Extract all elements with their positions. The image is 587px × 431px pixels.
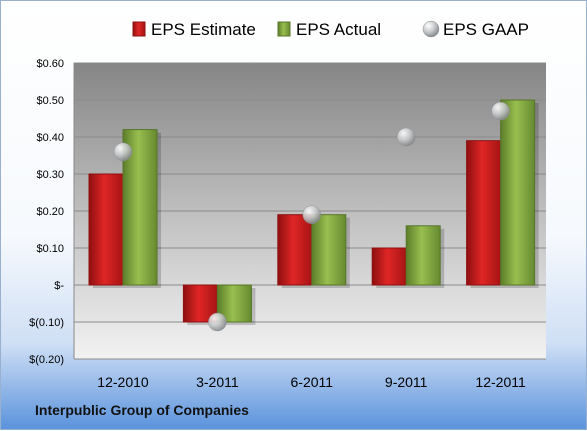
bar-eps-actual — [500, 99, 536, 286]
bar-eps-estimate — [466, 140, 502, 286]
y-tick-label: $0.30 — [36, 169, 64, 181]
y-tick-label: $(0.20) — [29, 354, 64, 366]
y-tick-label: $0.10 — [36, 243, 64, 255]
y-tick-label: $0.20 — [36, 206, 64, 218]
series-layer — [88, 99, 539, 332]
y-tick-label: $- — [54, 280, 64, 292]
marker-eps-gaap — [113, 142, 133, 162]
marker-eps-gaap — [491, 101, 510, 121]
company-name: Interpublic Group of Companies — [35, 402, 249, 418]
marker-eps-gaap — [396, 127, 416, 147]
legend-label-eps-estimate: EPS Estimate — [151, 20, 256, 39]
bar-eps-estimate — [371, 247, 407, 286]
legend-swatch-eps-gaap — [422, 20, 440, 38]
y-axis: $0.60 $0.50 $0.40 $0.30 $0.20 $0.10 $- $(0.10) $… — [29, 58, 64, 366]
x-tick-label: 12-2010 — [97, 374, 149, 390]
bar-eps-estimate — [88, 173, 124, 286]
bar-eps-estimate — [277, 214, 313, 286]
x-tick-label: 6-2011 — [291, 374, 334, 390]
marker-eps-gaap — [208, 312, 227, 332]
y-tick-label: $0.50 — [36, 95, 64, 107]
legend-label-eps-actual: EPS Actual — [296, 20, 381, 39]
y-tick-label: $0.60 — [36, 58, 64, 70]
bar-eps-actual — [405, 225, 441, 286]
bar-eps-actual — [311, 214, 347, 286]
legend: EPS Estimate EPS Actual EPS GAAP — [132, 20, 529, 39]
y-tick-label: $(0.10) — [29, 317, 64, 329]
marker-eps-gaap — [302, 205, 322, 224]
x-tick-label: 12-2011 — [475, 374, 526, 390]
x-tick-label: 3-2011 — [196, 374, 239, 390]
x-tick-label: 9-2011 — [385, 374, 428, 390]
legend-label-eps-gaap: EPS GAAP — [443, 20, 529, 39]
legend-swatch-eps-actual — [277, 21, 291, 37]
x-axis: 12-2010 3-2011 6-2011 9-2011 12-2011 — [97, 374, 526, 390]
legend-swatch-eps-estimate — [132, 21, 146, 37]
y-tick-label: $0.40 — [36, 132, 64, 144]
